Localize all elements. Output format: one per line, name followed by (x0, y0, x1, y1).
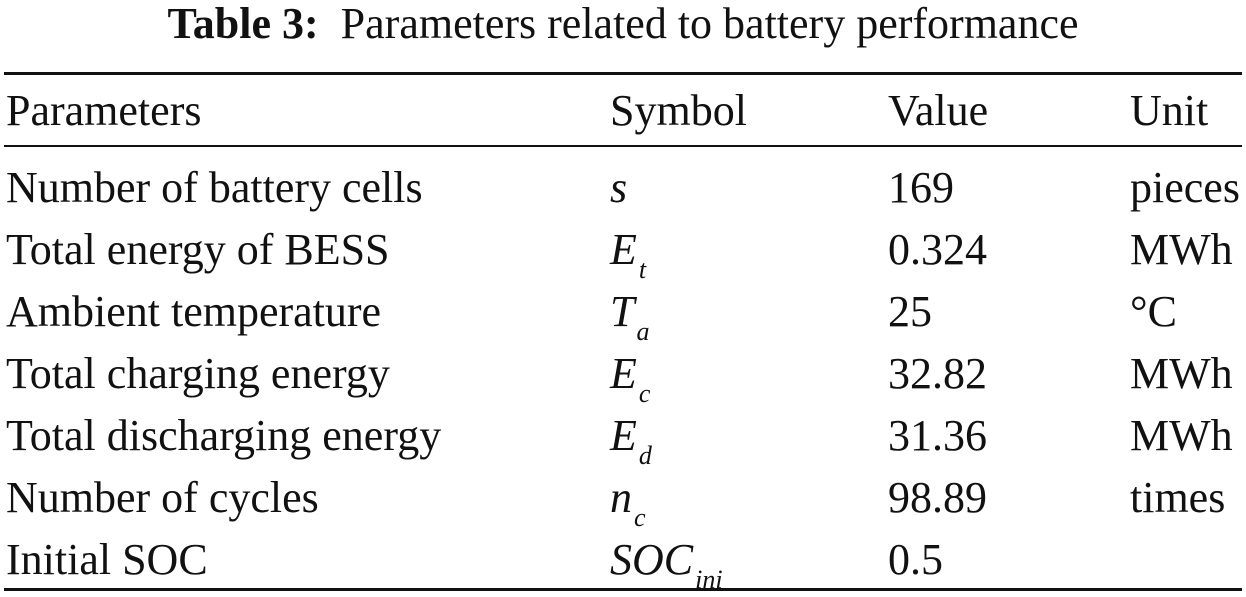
row-parameter: Ambient temperature (6, 287, 382, 336)
row-parameter: Total discharging energy (6, 411, 442, 460)
row-value: 0.324 (888, 225, 987, 274)
row-parameter: Initial SOC (6, 535, 208, 584)
table-row: Number of cycles nc 98.89 times (0, 467, 1246, 532)
table-header-row: Parameters Symbol Value Unit (0, 80, 1246, 142)
row-unit: times (1130, 473, 1226, 522)
header-parameters: Parameters (6, 86, 202, 135)
row-parameter: Number of battery cells (6, 163, 423, 212)
row-symbol: Ec (610, 349, 651, 408)
table-caption: Table 3: Parameters related to battery p… (0, 0, 1246, 48)
row-symbol: SOCini (610, 535, 723, 594)
row-symbol: Et (610, 225, 647, 284)
row-value: 169 (888, 163, 954, 212)
row-unit: MWh (1130, 411, 1233, 460)
row-symbol: Ed (610, 411, 652, 470)
table-row: Total energy of BESS Et 0.324 MWh (0, 219, 1246, 284)
row-unit: MWh (1130, 349, 1233, 398)
row-value: 31.36 (888, 411, 987, 460)
table-row: Total discharging energy Ed 31.36 MWh (0, 405, 1246, 470)
table-row: Total charging energy Ec 32.82 MWh (0, 343, 1246, 408)
row-value: 25 (888, 287, 932, 336)
header-symbol: Symbol (610, 86, 747, 135)
row-value: 0.5 (888, 535, 943, 584)
caption-label: Table 3: (167, 0, 319, 48)
row-symbol: nc (610, 473, 646, 532)
row-value: 32.82 (888, 349, 987, 398)
row-symbol: s (610, 163, 628, 212)
row-unit: MWh (1130, 225, 1233, 274)
bottom-rule (4, 588, 1242, 591)
table-row: Number of battery cells s 169 pieces (0, 157, 1246, 219)
header-unit: Unit (1130, 86, 1209, 135)
row-parameter: Number of cycles (6, 473, 319, 522)
row-value: 98.89 (888, 473, 987, 522)
caption-text: Parameters related to battery performanc… (340, 0, 1079, 48)
top-rule (4, 72, 1242, 75)
table-row: Ambient temperature Ta 25 °C (0, 281, 1246, 346)
header-value: Value (888, 86, 989, 135)
header-rule (4, 145, 1242, 147)
row-symbol: Ta (610, 287, 650, 346)
table-row: Initial SOC SOCini 0.5 (0, 529, 1246, 594)
row-unit: pieces (1130, 163, 1240, 212)
row-parameter: Total energy of BESS (6, 225, 390, 274)
row-parameter: Total charging energy (6, 349, 390, 398)
row-unit: °C (1130, 287, 1177, 336)
